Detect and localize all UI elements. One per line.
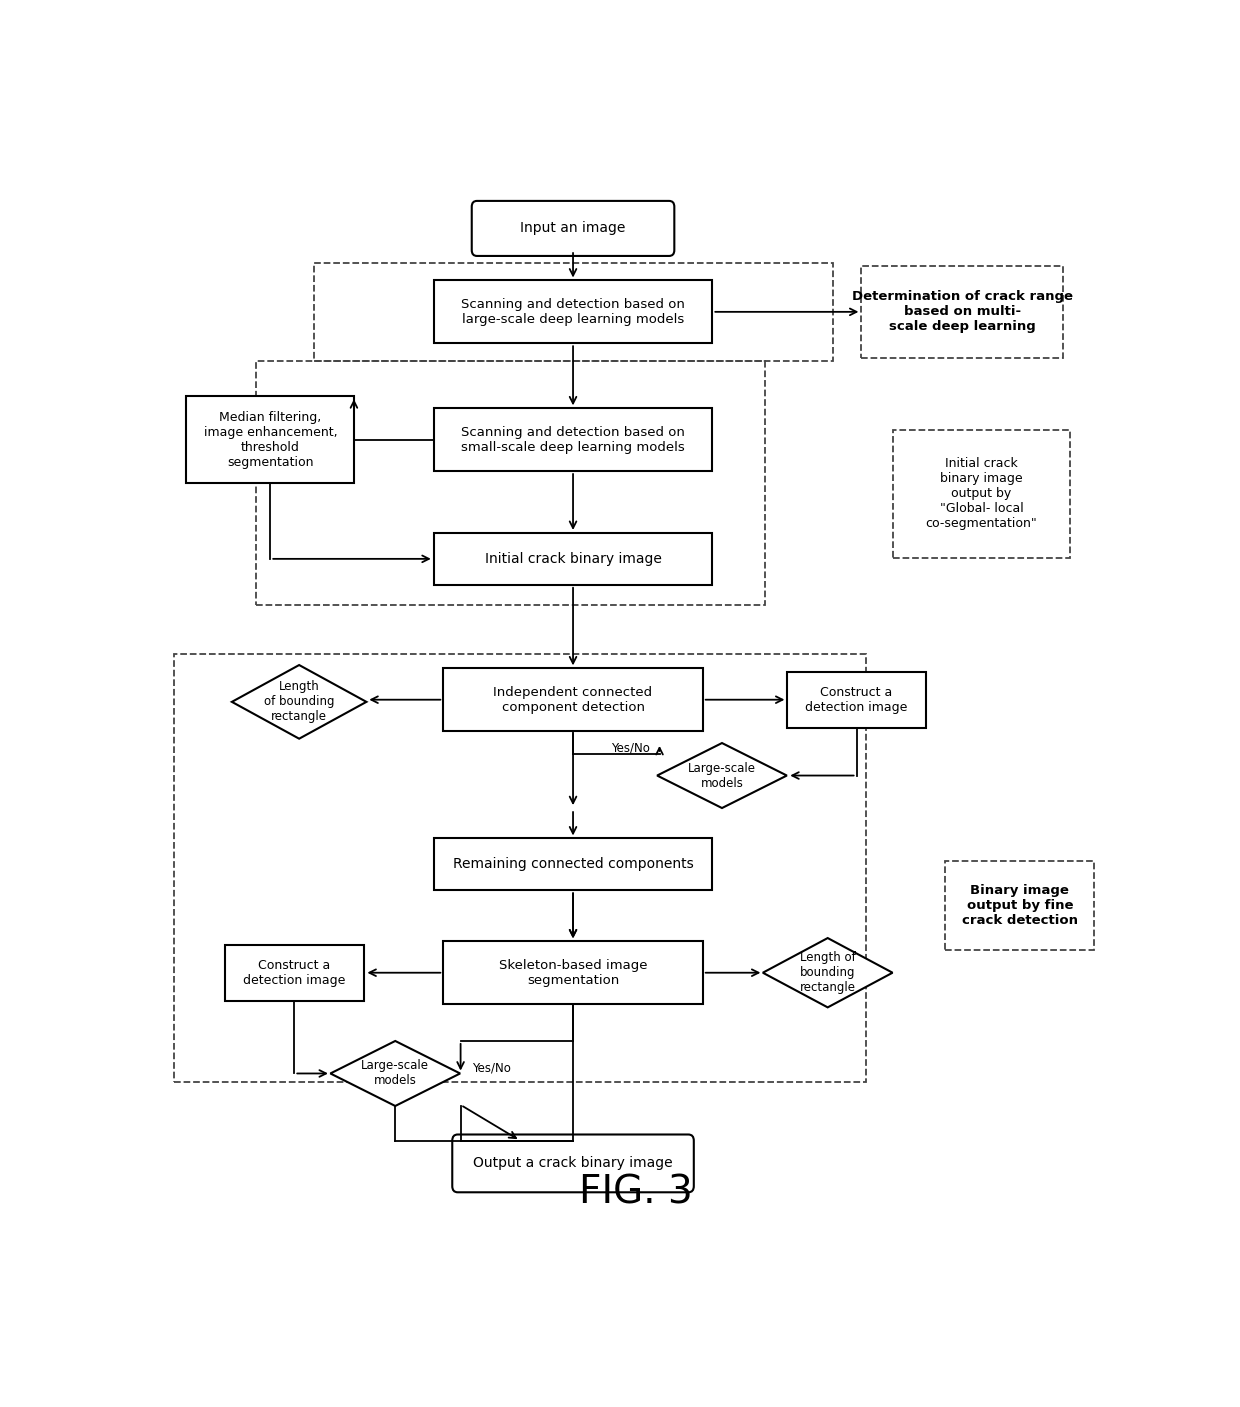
- Text: Construct a
detection image: Construct a detection image: [243, 958, 346, 986]
- Text: Independent connected
component detection: Independent connected component detectio…: [494, 685, 652, 713]
- Polygon shape: [657, 743, 787, 808]
- FancyBboxPatch shape: [186, 397, 355, 483]
- FancyBboxPatch shape: [434, 839, 713, 891]
- Text: Large-scale
models: Large-scale models: [688, 761, 756, 789]
- FancyBboxPatch shape: [787, 671, 926, 727]
- Text: Construct a
detection image: Construct a detection image: [805, 685, 908, 713]
- Text: Skeleton-based image
segmentation: Skeleton-based image segmentation: [498, 958, 647, 986]
- Text: FIG. 3: FIG. 3: [579, 1173, 692, 1211]
- Text: Input an image: Input an image: [521, 221, 626, 235]
- Text: Yes/No: Yes/No: [472, 1061, 511, 1075]
- Text: Remaining connected components: Remaining connected components: [453, 857, 693, 871]
- Text: Large-scale
models: Large-scale models: [361, 1059, 429, 1088]
- Text: Binary image
output by fine
crack detection: Binary image output by fine crack detect…: [962, 884, 1078, 927]
- Polygon shape: [763, 938, 893, 1007]
- Text: Initial crack binary image: Initial crack binary image: [485, 552, 661, 566]
- FancyBboxPatch shape: [434, 408, 713, 471]
- FancyBboxPatch shape: [224, 944, 365, 1000]
- FancyBboxPatch shape: [434, 280, 713, 343]
- Text: Length
of bounding
rectangle: Length of bounding rectangle: [264, 681, 335, 723]
- Text: Length of
bounding
rectangle: Length of bounding rectangle: [800, 951, 856, 995]
- FancyBboxPatch shape: [471, 201, 675, 256]
- FancyBboxPatch shape: [444, 941, 703, 1005]
- FancyBboxPatch shape: [453, 1134, 694, 1192]
- FancyBboxPatch shape: [444, 668, 703, 732]
- Text: Scanning and detection based on
small-scale deep learning models: Scanning and detection based on small-sc…: [461, 426, 684, 453]
- Text: Output a crack binary image: Output a crack binary image: [474, 1157, 673, 1171]
- Polygon shape: [330, 1041, 460, 1106]
- Text: Median filtering,
image enhancement,
threshold
segmentation: Median filtering, image enhancement, thr…: [203, 411, 337, 469]
- FancyBboxPatch shape: [434, 533, 713, 585]
- Text: Initial crack
binary image
output by
"Global- local
co-segmentation": Initial crack binary image output by "Gl…: [925, 457, 1038, 530]
- Text: Yes/No: Yes/No: [611, 741, 650, 756]
- Text: Scanning and detection based on
large-scale deep learning models: Scanning and detection based on large-sc…: [461, 298, 684, 326]
- Text: Determination of crack range
based on multi-
scale deep learning: Determination of crack range based on mu…: [852, 290, 1073, 333]
- Polygon shape: [232, 666, 367, 739]
